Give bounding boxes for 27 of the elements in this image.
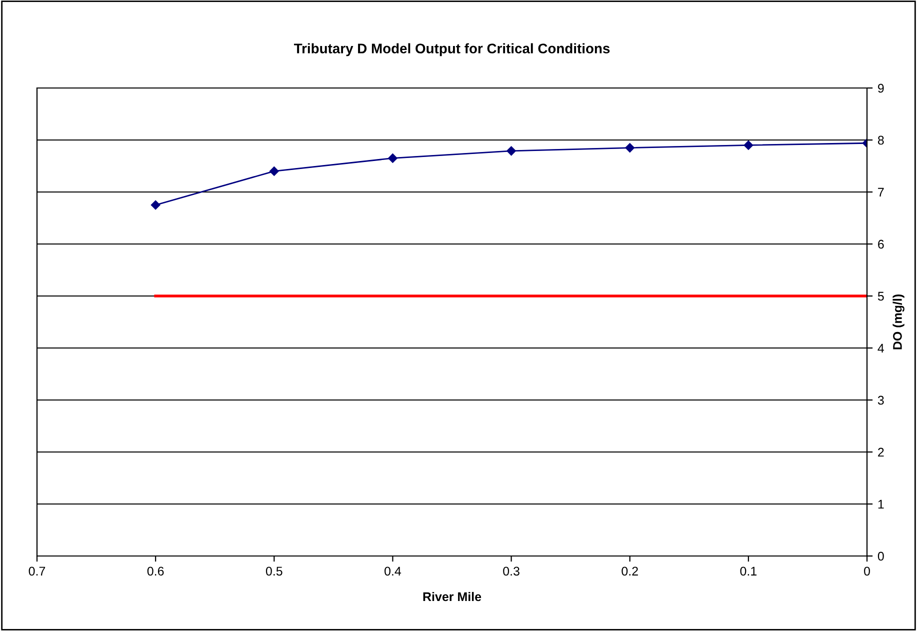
- point: [506, 146, 516, 156]
- chart-title: Tributary D Model Output for Critical Conditions: [294, 43, 610, 56]
- x-tick-label: 0.2: [622, 566, 638, 576]
- y-tick-label: 9: [878, 84, 884, 93]
- y-tick-label: 7: [878, 188, 884, 197]
- x-tick-label: 0.4: [384, 566, 402, 576]
- y-tick-label: 2: [878, 448, 884, 457]
- x-tick-label: 0.1: [740, 566, 757, 576]
- point: [150, 200, 160, 210]
- point: [388, 154, 398, 163]
- y-tick-label: 3: [878, 396, 884, 405]
- x-tick-label: 0: [864, 566, 870, 576]
- y-tick-label: 0: [878, 552, 884, 561]
- point: [744, 140, 754, 150]
- y-tick-label: 4: [878, 344, 884, 353]
- x-tick-label: 0.5: [266, 566, 282, 576]
- point: [625, 143, 634, 152]
- y-tick-label: 6: [878, 240, 884, 249]
- y-axis-title: DO (mg/l): [892, 294, 904, 350]
- x-tick-label: 0.6: [147, 566, 164, 576]
- x-axis-title: River Mile: [423, 592, 482, 602]
- point: [270, 166, 279, 176]
- x-tick-label: 0.3: [503, 566, 520, 576]
- y-tick-label: 1: [878, 500, 884, 509]
- y-tick-label: 5: [878, 292, 884, 301]
- y-tick-label: 8: [878, 136, 884, 145]
- x-tick-label: 0.7: [28, 566, 46, 576]
